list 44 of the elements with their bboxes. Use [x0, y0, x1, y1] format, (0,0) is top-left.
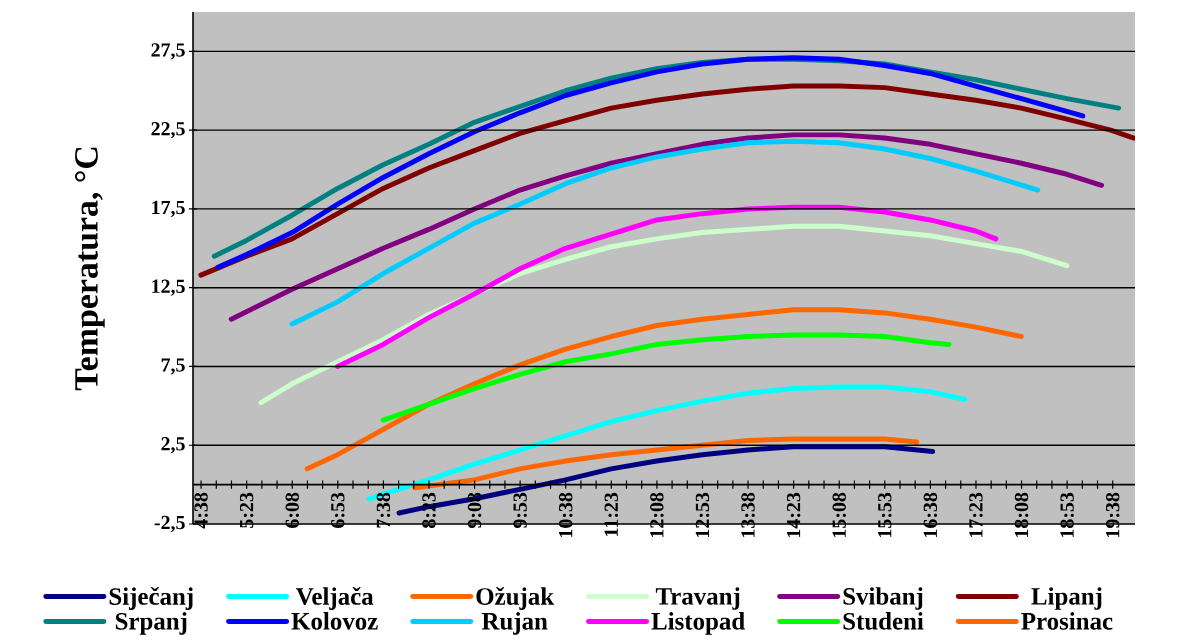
y-tick-label: 2,5	[161, 437, 185, 454]
x-tick-label: 12:08	[650, 492, 664, 538]
x-tick-label: 13:38	[741, 492, 755, 538]
x-tick-label: 4:38	[194, 492, 208, 529]
x-tick-label: 15:53	[878, 492, 892, 538]
legend-label: Prosinac	[1021, 612, 1113, 630]
legend-label: Kolovoz	[291, 612, 378, 630]
x-tick-label: 17:23	[969, 492, 983, 538]
legend-label: Veljača	[296, 587, 374, 610]
y-axis-title: Temperatura, °C	[74, 147, 105, 391]
x-tick-label: 15:08	[832, 492, 846, 538]
x-tick-label: 8:23	[422, 492, 436, 529]
x-tick-label: 6:08	[285, 492, 300, 528]
legend-label: Lipanj	[1031, 587, 1102, 610]
y-tick-label: -2,5	[154, 515, 185, 533]
y-tick-label: 7,5	[161, 358, 185, 375]
x-tick-label: 12:53	[695, 492, 710, 538]
legend-label: Siječanj	[109, 587, 193, 610]
legend-label: Studeni	[843, 612, 924, 630]
legend-label: Rujan	[481, 612, 548, 635]
x-tick-label: 9:53	[513, 492, 527, 529]
legend-label: Travanj	[655, 587, 740, 610]
x-tick-label: 11:23	[604, 492, 619, 536]
x-tick-label: 18:53	[1060, 492, 1074, 538]
y-tick-label: 12,5	[152, 279, 185, 296]
y-tick-label: 27,5	[151, 43, 185, 60]
x-tick-label: 14:23	[786, 492, 801, 538]
y-tick-label: 17,5	[152, 200, 185, 218]
x-tick-label: 16:38	[923, 492, 938, 538]
line-series	[289, 138, 1041, 327]
x-tick-label: 6:53	[331, 492, 345, 528]
legend-label: Listopad	[651, 612, 745, 635]
x-tick-label: 10:38	[558, 492, 573, 538]
line-series	[380, 332, 952, 423]
x-tick-label: 18:08	[1014, 492, 1029, 538]
legend-label: Ožujak	[476, 587, 555, 610]
y-tick-label: 22,5	[151, 122, 185, 139]
line-series	[335, 204, 999, 369]
legend-label: Svibanj	[843, 587, 923, 610]
x-tick-label: 5:23	[239, 492, 254, 528]
x-tick-label: 19:38	[1105, 492, 1120, 538]
x-tick-label: 7:38	[376, 492, 391, 528]
x-tick-label: 9:08	[467, 492, 482, 529]
legend-label: Srpanj	[115, 612, 187, 635]
